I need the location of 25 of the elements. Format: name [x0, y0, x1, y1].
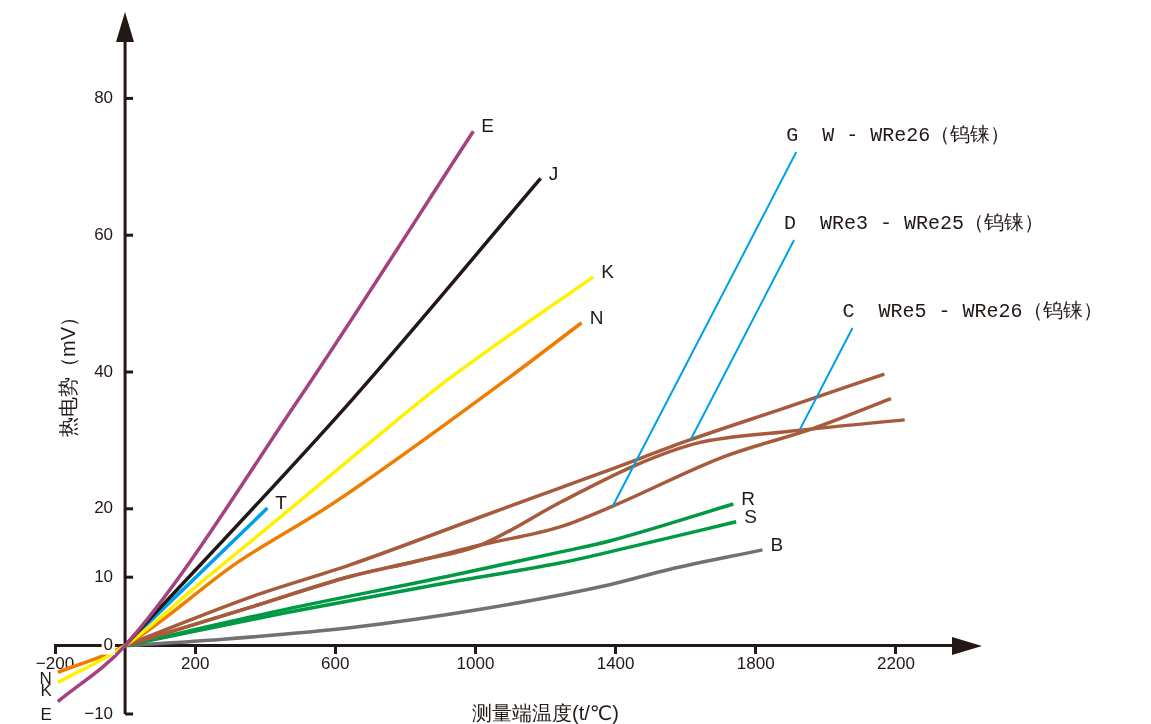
y-tick-label: 10 [94, 566, 114, 586]
series-label: B [770, 534, 784, 556]
x-tick-label: 1000 [456, 654, 495, 674]
x-axis-title: 测量端温度(t/℃) [472, 702, 619, 724]
x-tick-label: 1800 [736, 654, 775, 674]
annotation: C WRe5 - WRe26（钨铼） [842, 300, 1103, 324]
y-tick-label: 0 [103, 635, 114, 655]
series-label: T [275, 492, 288, 514]
annotation: G W - WRe26（钨铼） [786, 124, 1011, 148]
y-tick-label: 20 [94, 498, 114, 518]
y-axis-title: 热电势（mV） [56, 307, 79, 437]
text: N [589, 306, 604, 328]
x-tick-label: 600 [321, 654, 350, 674]
text: E [481, 115, 495, 137]
annotation: D WRe3 - WRe25（钨铼） [784, 212, 1045, 236]
series-label: J [548, 162, 559, 184]
y-tick-label: 80 [94, 88, 114, 108]
text: K [601, 261, 614, 283]
x-tick-label: 2200 [877, 654, 915, 674]
y-tick-label: 60 [94, 224, 114, 244]
x-tick-label: 1400 [596, 654, 635, 674]
x-tick-label: 200 [180, 654, 210, 674]
y-tick-label: −10 [84, 703, 114, 723]
y-tick-label: 40 [94, 361, 114, 381]
series-label: E [40, 705, 52, 724]
